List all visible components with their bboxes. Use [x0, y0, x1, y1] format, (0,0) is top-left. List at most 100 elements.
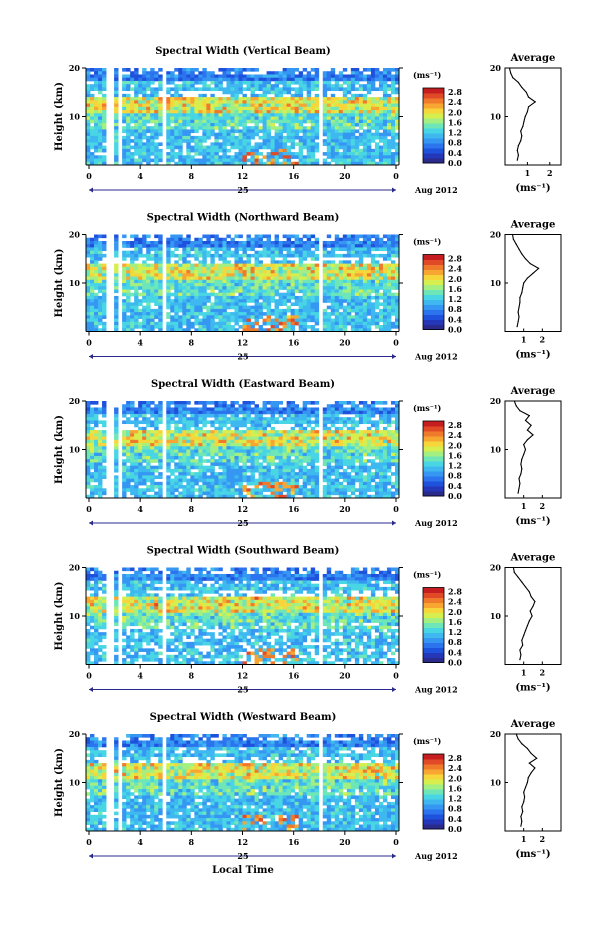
heatmap-cell [230, 263, 235, 268]
heatmap-cell [158, 80, 163, 85]
heatmap-cell [114, 318, 119, 323]
heatmap-cell [154, 485, 159, 489]
heatmap-cell [238, 240, 243, 245]
heatmap-cell [174, 452, 179, 457]
heatmap-cell [382, 247, 388, 252]
heatmap-cell [310, 273, 316, 277]
heatmap-cell [206, 283, 211, 287]
heatmap-cell [94, 413, 99, 418]
heatmap-cell [158, 455, 163, 460]
heatmap-cell [382, 312, 388, 316]
heatmap-cell [210, 152, 215, 156]
heatmap-cell [94, 234, 99, 239]
heatmap-cell [254, 77, 259, 82]
heatmap-cell [246, 84, 251, 88]
heatmap-cell [226, 100, 231, 104]
heatmap-cell [282, 234, 288, 239]
heatmap-cell [338, 263, 344, 268]
heatmap-cell [366, 244, 372, 248]
heatmap-cell [338, 292, 344, 297]
heatmap-cell [218, 87, 223, 92]
heatmap-cell [210, 410, 215, 415]
heatmap-cell [90, 430, 95, 434]
heatmap-cell [242, 321, 247, 326]
heatmap-cell [202, 283, 207, 287]
heatmap-cell [86, 266, 91, 271]
heatmap-cell [346, 103, 352, 108]
heatmap-cell [350, 308, 356, 313]
heatmap-cell [170, 87, 175, 92]
heatmap-cell [370, 234, 376, 239]
heatmap-cell [230, 404, 235, 408]
heatmap-cell [234, 129, 239, 134]
heatmap-cell [174, 410, 179, 415]
heatmap-cell [174, 449, 179, 454]
heatmap-cell [94, 68, 99, 72]
heatmap-cell [146, 135, 151, 140]
heatmap-cell [310, 292, 316, 297]
heatmap-cell [266, 315, 271, 319]
heatmap-cell [270, 155, 275, 159]
heatmap-cell [98, 475, 103, 479]
heatmap-cell [274, 132, 280, 137]
heatmap-cell [322, 279, 328, 284]
heatmap-cell [126, 250, 131, 255]
heatmap-cell [182, 132, 187, 137]
heatmap-cell [226, 68, 231, 72]
heatmap-cell [130, 250, 135, 255]
heatmap-cell [254, 295, 259, 300]
heatmap-cell [366, 119, 372, 124]
heatmap-cell [382, 240, 388, 245]
heatmap-cell [338, 286, 344, 290]
heatmap-cell [166, 135, 171, 140]
heatmap-cell [94, 250, 99, 255]
heatmap-cell [218, 430, 223, 434]
heatmap-cell [198, 87, 203, 92]
heatmap-cell [278, 276, 284, 281]
heatmap-cell [178, 116, 183, 121]
heatmap-cell [174, 481, 179, 486]
heatmap-cell [214, 433, 219, 437]
heatmap-cell [278, 110, 284, 114]
heatmap-cell [358, 312, 364, 316]
heatmap-cell [382, 90, 388, 95]
heatmap-cell [238, 80, 243, 85]
heatmap-cell [210, 436, 215, 441]
heatmap-cell [374, 260, 380, 264]
heatmap-cell [194, 481, 199, 486]
heatmap-cell [294, 97, 300, 101]
heatmap-cell [222, 420, 227, 425]
heatmap-cell [226, 244, 231, 248]
heatmap-cell [290, 312, 296, 316]
heatmap-cell [218, 266, 223, 271]
heatmap-cell [358, 247, 364, 252]
heatmap-cell [158, 491, 163, 496]
heatmap-cell [166, 270, 171, 274]
heatmap-cell [282, 328, 288, 332]
heatmap-cell [370, 74, 376, 79]
heatmap-cell [170, 283, 175, 287]
heatmap-cell [170, 276, 175, 281]
heatmap-cell [282, 270, 288, 274]
heatmap-cell [182, 443, 187, 447]
heatmap-cell [382, 325, 388, 329]
heatmap-cell [290, 279, 296, 284]
heatmap-cell [94, 113, 99, 117]
heatmap-cell [158, 119, 163, 124]
heatmap-cell [94, 161, 99, 166]
heatmap-cell [234, 103, 239, 108]
heatmap-cell [174, 295, 179, 300]
heatmap-cell [310, 68, 316, 72]
heatmap-cell [206, 263, 211, 268]
heatmap-cell [114, 90, 119, 95]
heatmap-cell [238, 68, 243, 72]
heatmap-cell [146, 452, 151, 457]
heatmap-cell [114, 283, 119, 287]
heatmap-cell [362, 139, 368, 143]
heatmap-cell [226, 449, 231, 454]
heatmap-cell [114, 410, 119, 415]
heatmap-cell [322, 77, 328, 82]
heatmap-cell [390, 80, 396, 85]
heatmap-cell [122, 152, 127, 156]
heatmap-cell [258, 80, 263, 85]
